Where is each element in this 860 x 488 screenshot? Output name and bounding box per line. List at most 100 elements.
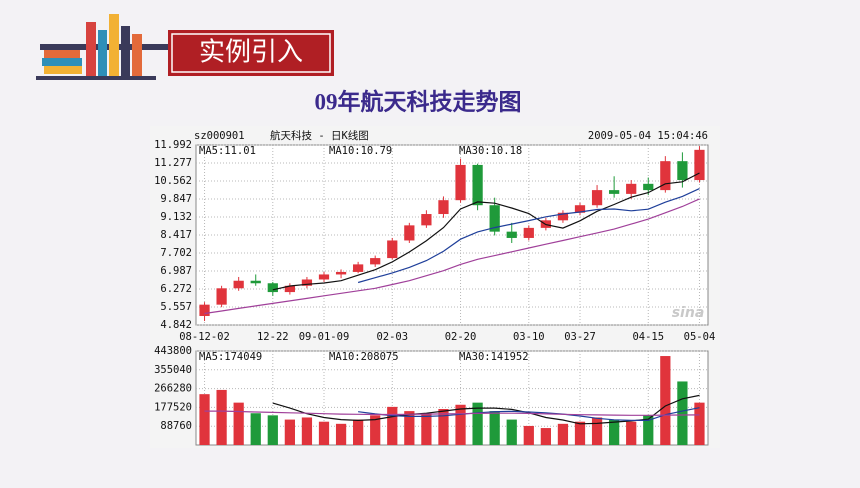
candle-body bbox=[489, 205, 500, 232]
x-tick-label: 05-04 bbox=[684, 331, 716, 343]
volume-bar bbox=[301, 417, 313, 445]
candle-body bbox=[660, 161, 671, 191]
panel bbox=[195, 350, 709, 446]
stock-chart: sz000901 航天科技 - 日K线图 2009-05-04 15:04:46 4.… bbox=[154, 129, 716, 446]
x-tick-label: 12-22 bbox=[257, 331, 289, 343]
candle-body bbox=[574, 205, 586, 213]
x-tick-label: 03-10 bbox=[513, 331, 545, 343]
y-tick-label: 6.987 bbox=[160, 265, 192, 277]
candle-body bbox=[421, 214, 432, 226]
candle-body bbox=[267, 283, 278, 293]
x-tick-label: 08-12-02 bbox=[179, 331, 230, 343]
candle-body bbox=[626, 183, 637, 194]
ma-line bbox=[358, 407, 700, 421]
watermark: sina bbox=[672, 305, 705, 321]
candle-body bbox=[643, 183, 654, 191]
volume-bar bbox=[506, 419, 517, 445]
y-tick-label: 266280 bbox=[154, 383, 192, 395]
x-tick-label: 04-15 bbox=[632, 331, 664, 343]
badge-border bbox=[171, 33, 331, 73]
x-tick-label: 02-03 bbox=[376, 331, 408, 343]
volume-bar bbox=[694, 402, 705, 445]
candle-body bbox=[591, 190, 603, 206]
y-tick-label: 177520 bbox=[154, 401, 192, 413]
ma-legend: MA30:141952 bbox=[459, 351, 529, 363]
candle-body bbox=[472, 164, 483, 206]
y-tick-label: 9.132 bbox=[160, 211, 192, 223]
volume-bar bbox=[250, 413, 261, 445]
y-tick-label: 11.277 bbox=[154, 157, 192, 169]
y-tick-label: 8.417 bbox=[160, 229, 192, 241]
y-tick-label: 5.557 bbox=[160, 301, 192, 313]
volume-bar bbox=[591, 417, 603, 445]
volume-bar bbox=[609, 419, 620, 445]
ma-legend: MA10:10.79 bbox=[329, 145, 392, 157]
x-tick-label: 02-20 bbox=[445, 331, 477, 343]
books-icon bbox=[36, 14, 170, 80]
volume-bar bbox=[370, 415, 381, 445]
badge-bg bbox=[168, 30, 334, 76]
candle-body bbox=[523, 227, 534, 238]
volume-bar bbox=[574, 421, 586, 445]
candle-body bbox=[250, 280, 261, 284]
volume-bar bbox=[216, 389, 227, 445]
volume-bar bbox=[284, 419, 295, 445]
y-tick-label: 88760 bbox=[160, 420, 192, 432]
candle-body bbox=[199, 304, 210, 316]
volume-bar bbox=[540, 428, 551, 445]
candle-body bbox=[318, 274, 330, 280]
volume-bar bbox=[199, 394, 210, 445]
timestamp: 2009-05-04 15:04:46 bbox=[588, 130, 708, 142]
candle-body bbox=[284, 285, 295, 293]
candle-body bbox=[506, 231, 517, 238]
candle-body bbox=[609, 190, 620, 194]
x-tick-label: 09-01-09 bbox=[299, 331, 350, 343]
volume-bar bbox=[677, 381, 688, 445]
y-tick-label: 11.992 bbox=[154, 139, 192, 151]
volume-bar bbox=[523, 425, 534, 445]
volume-bar bbox=[387, 406, 398, 445]
y-tick-label: 6.272 bbox=[160, 283, 192, 295]
slide-title: 09年航天科技走势图 bbox=[315, 88, 522, 114]
volume-bar bbox=[626, 421, 637, 445]
candle-body bbox=[694, 149, 705, 181]
ma-line bbox=[357, 188, 700, 284]
candle-body bbox=[233, 280, 244, 289]
candle-body bbox=[557, 212, 569, 221]
volume-bar bbox=[660, 356, 671, 445]
badge-text: 实例引入 bbox=[199, 38, 303, 68]
y-tick-label: 4.842 bbox=[160, 319, 192, 331]
volume-bar bbox=[438, 408, 449, 445]
y-tick-label: 7.702 bbox=[160, 247, 192, 259]
ma-legend: MA10:208075 bbox=[329, 351, 399, 363]
ma-legend: MA5:11.01 bbox=[199, 145, 256, 157]
volume-bar bbox=[557, 423, 569, 445]
volume-bar bbox=[267, 415, 278, 445]
x-tick-label: 03-27 bbox=[564, 331, 596, 343]
candle-body bbox=[404, 225, 415, 241]
candle-body bbox=[455, 164, 466, 201]
y-tick-label: 10.562 bbox=[154, 175, 192, 187]
volume-bar bbox=[233, 402, 244, 445]
ma-legend: MA5:174049 bbox=[199, 351, 262, 363]
candle-body bbox=[370, 258, 381, 265]
stock-code: sz000901 bbox=[194, 130, 245, 142]
candle-body bbox=[387, 240, 398, 259]
ma-line bbox=[204, 410, 700, 416]
volume-bar bbox=[353, 419, 364, 445]
y-tick-label: 9.847 bbox=[160, 193, 192, 205]
volume-bar bbox=[318, 421, 330, 445]
volume-bar bbox=[335, 423, 347, 445]
volume-bar bbox=[404, 411, 415, 445]
ma-line bbox=[272, 394, 700, 425]
ma-line bbox=[204, 198, 700, 315]
candle-body bbox=[335, 271, 347, 275]
candle-body bbox=[438, 200, 449, 215]
volume-bar bbox=[472, 402, 483, 445]
ma-legend: MA30:10.18 bbox=[459, 145, 522, 157]
volume-bar bbox=[421, 413, 432, 445]
ma-line bbox=[272, 172, 700, 291]
candle-body bbox=[301, 279, 313, 286]
